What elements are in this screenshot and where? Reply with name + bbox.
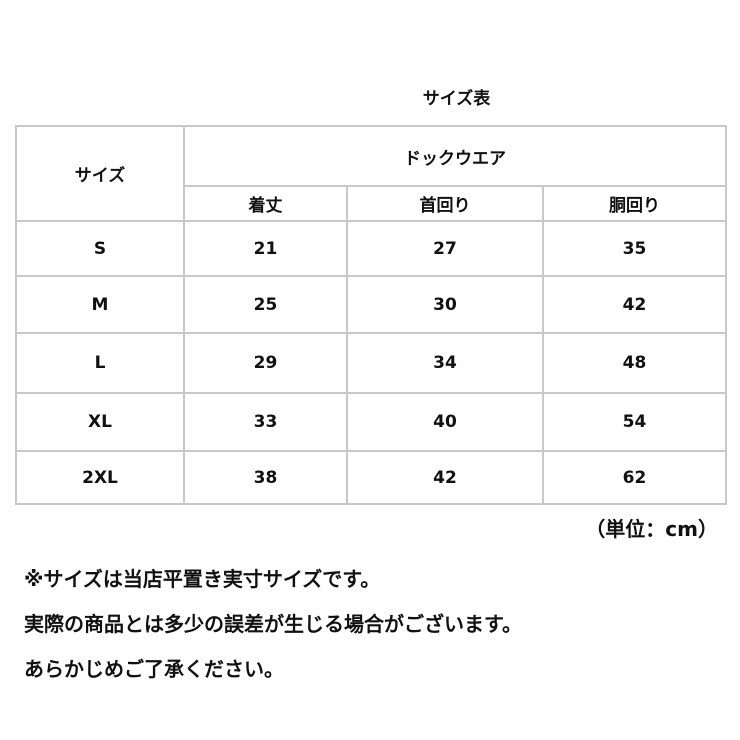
- value-cell: 25: [183, 275, 348, 334]
- value-cell: 30: [346, 275, 544, 334]
- size-cell: XL: [15, 392, 185, 452]
- size-cell: L: [15, 332, 185, 394]
- size-cell: S: [15, 220, 185, 277]
- chart-title: サイズ表: [422, 89, 491, 109]
- size-cell: M: [15, 275, 185, 334]
- value-cell: 62: [542, 450, 727, 505]
- value-cell: 40: [346, 392, 544, 452]
- table-row: S 21 27 35: [15, 220, 727, 277]
- size-table: サイズ ドックウエア 着丈 首回り 胴回り S 21 27 35 M 25 30…: [15, 125, 727, 505]
- note-line: あらかじめご了承ください。: [24, 657, 284, 681]
- value-cell: 54: [542, 392, 727, 452]
- value-cell: 34: [346, 332, 544, 394]
- unit-label: （単位：cm）: [585, 517, 718, 541]
- value-cell: 35: [542, 220, 727, 277]
- value-cell: 48: [542, 332, 727, 394]
- column-header: 首回り: [346, 185, 544, 222]
- value-cell: 33: [183, 392, 348, 452]
- note-line: 実際の商品とは多少の誤差が生じる場合がございます。: [24, 612, 522, 636]
- column-header: 胴回り: [542, 185, 727, 222]
- table-row: XL 33 40 54: [15, 392, 727, 452]
- value-cell: 27: [346, 220, 544, 277]
- note-line: ※サイズは当店平置き実寸サイズです。: [24, 567, 381, 591]
- value-cell: 29: [183, 332, 348, 394]
- column-header: 着丈: [183, 185, 348, 222]
- value-cell: 42: [542, 275, 727, 334]
- value-cell: 42: [346, 450, 544, 505]
- size-cell: 2XL: [15, 450, 185, 505]
- table-row: 2XL 38 42 62: [15, 450, 727, 505]
- value-cell: 38: [183, 450, 348, 505]
- table-row: L 29 34 48: [15, 332, 727, 394]
- table-row: M 25 30 42: [15, 275, 727, 334]
- group-header: ドックウエア: [183, 125, 727, 187]
- value-cell: 21: [183, 220, 348, 277]
- size-header: サイズ: [15, 125, 185, 222]
